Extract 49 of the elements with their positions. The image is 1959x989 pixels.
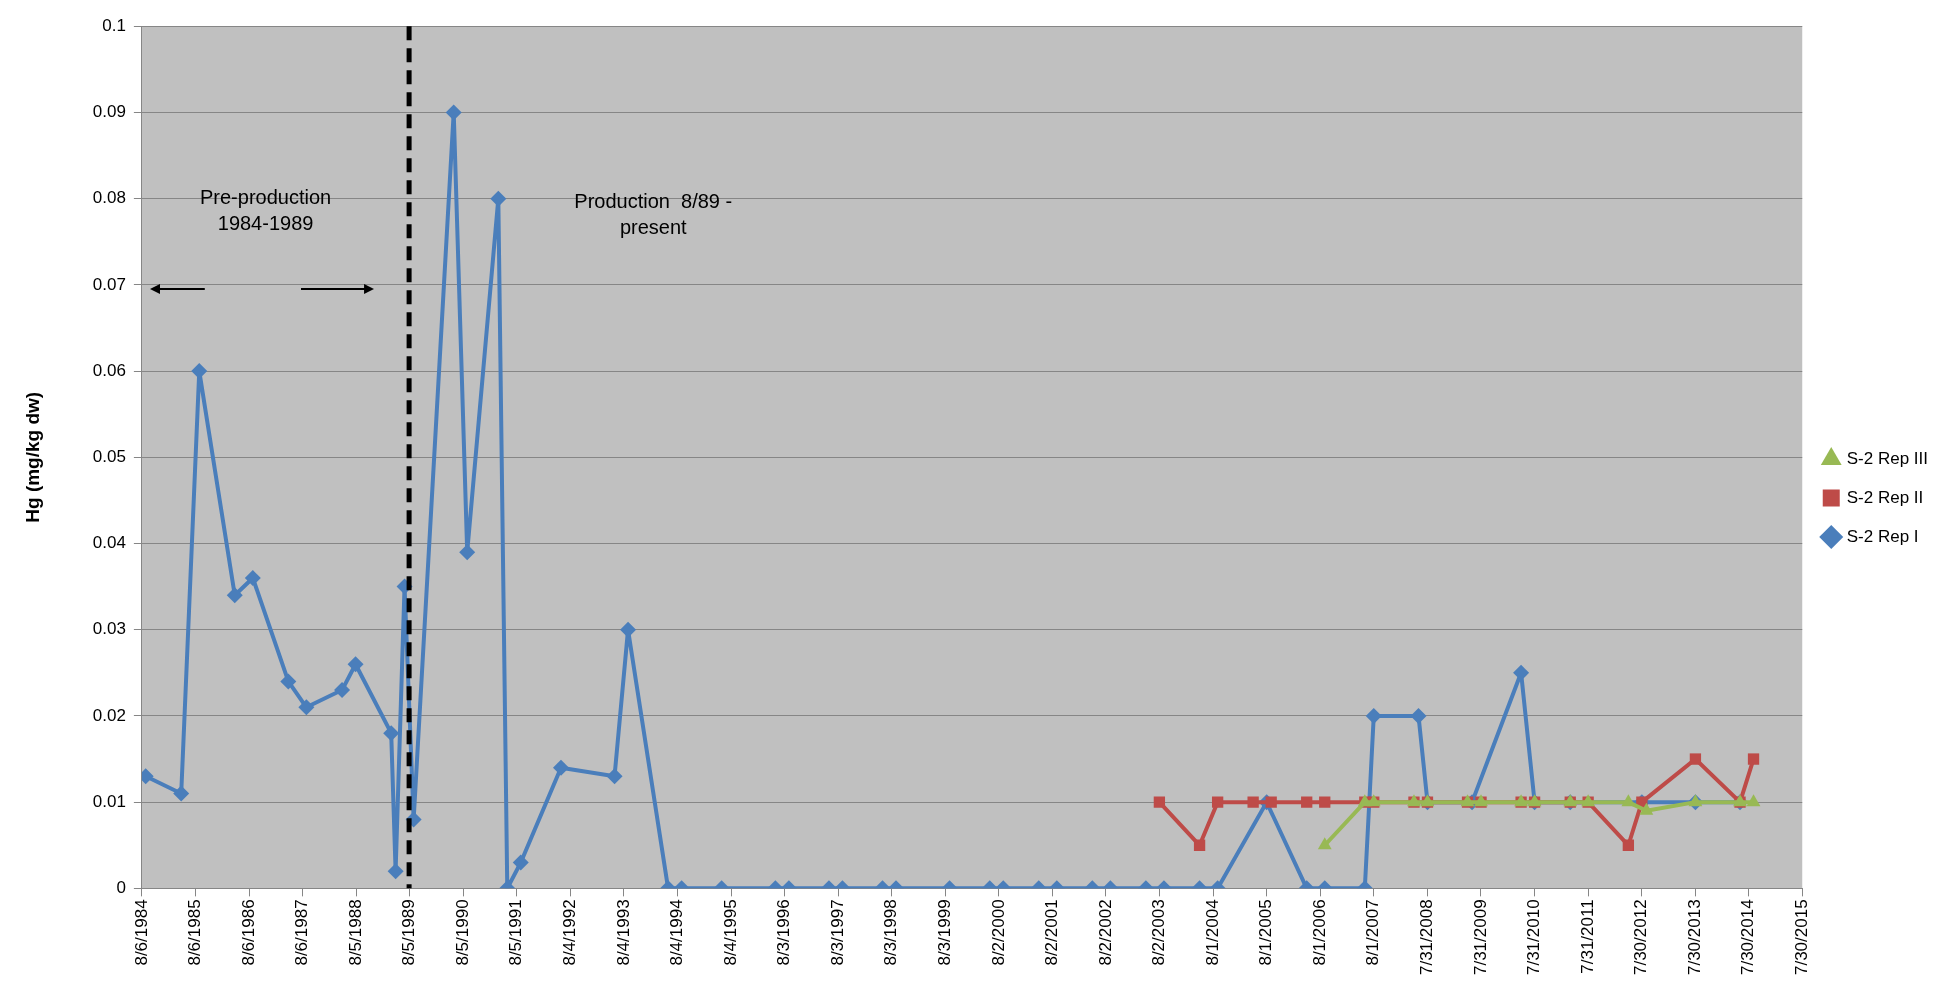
legend-label: S-2 Rep II <box>1846 487 1924 507</box>
x-tick-label: 8/1/2007 <box>1363 899 1383 966</box>
annotation: Production 8/89 - present <box>574 190 733 239</box>
x-tick-label: 7/31/2010 <box>1524 899 1544 976</box>
x-tick-label: 8/2/2003 <box>1149 899 1169 966</box>
x-tick-label: 8/4/1993 <box>613 899 633 966</box>
annotation: Pre-production 1984-1989 <box>199 186 332 235</box>
x-tick-label: 8/4/1992 <box>560 899 580 966</box>
legend-label: S-2 Rep III <box>1846 448 1929 468</box>
x-tick-label: 8/5/1991 <box>506 899 526 966</box>
x-tick-label: 8/6/1984 <box>131 899 151 966</box>
x-tick-label: 8/2/2000 <box>988 899 1008 966</box>
x-tick-label: 7/30/2014 <box>1738 899 1758 976</box>
x-tick-label: 7/31/2011 <box>1577 899 1597 974</box>
y-tick-label: 0.04 <box>92 533 126 553</box>
x-tick-label: 8/3/1996 <box>774 899 794 966</box>
x-tick-label: 8/3/1999 <box>934 899 954 966</box>
y-tick-label: 0.06 <box>92 360 126 380</box>
x-tick-label: 8/6/1986 <box>238 899 258 966</box>
y-tick-label: 0.1 <box>102 15 126 35</box>
y-tick-label: 0.03 <box>92 619 126 639</box>
x-tick-label: 8/2/2002 <box>1095 899 1115 966</box>
y-tick-label: 0.09 <box>92 102 126 122</box>
x-tick-label: 8/4/1994 <box>667 899 687 966</box>
x-tick-label: 8/5/1988 <box>345 899 365 966</box>
y-tick-label: 0.08 <box>92 188 126 208</box>
legend-label: S-2 Rep I <box>1846 526 1919 546</box>
x-tick-label: 7/31/2009 <box>1470 899 1490 976</box>
y-axis-title: Hg (mg/kg dw) <box>21 391 43 523</box>
x-tick-label: 8/5/1990 <box>452 899 472 966</box>
y-tick-label: 0.01 <box>92 791 126 811</box>
x-tick-label: 8/2/2001 <box>1042 899 1062 966</box>
x-tick-label: 8/4/1995 <box>720 899 740 966</box>
y-tick-label: 0.02 <box>92 705 126 725</box>
y-tick-label: 0.05 <box>92 446 126 466</box>
x-tick-label: 8/5/1989 <box>399 899 419 966</box>
x-tick-label: 7/30/2013 <box>1684 899 1704 976</box>
x-tick-label: 7/30/2015 <box>1791 899 1811 976</box>
x-tick-label: 8/6/1985 <box>185 899 205 966</box>
y-tick-label: 0 <box>116 878 126 898</box>
x-tick-label: 7/30/2012 <box>1631 899 1651 976</box>
y-tick-label: 0.07 <box>92 274 126 294</box>
x-tick-label: 8/3/1998 <box>881 899 901 966</box>
x-tick-label: 8/1/2005 <box>1256 899 1276 966</box>
x-tick-label: 7/31/2008 <box>1417 899 1437 976</box>
x-tick-label: 8/1/2006 <box>1309 899 1329 966</box>
x-tick-label: 8/3/1997 <box>827 899 847 966</box>
x-tick-label: 8/1/2004 <box>1202 899 1222 966</box>
x-tick-label: 8/6/1987 <box>292 899 312 966</box>
